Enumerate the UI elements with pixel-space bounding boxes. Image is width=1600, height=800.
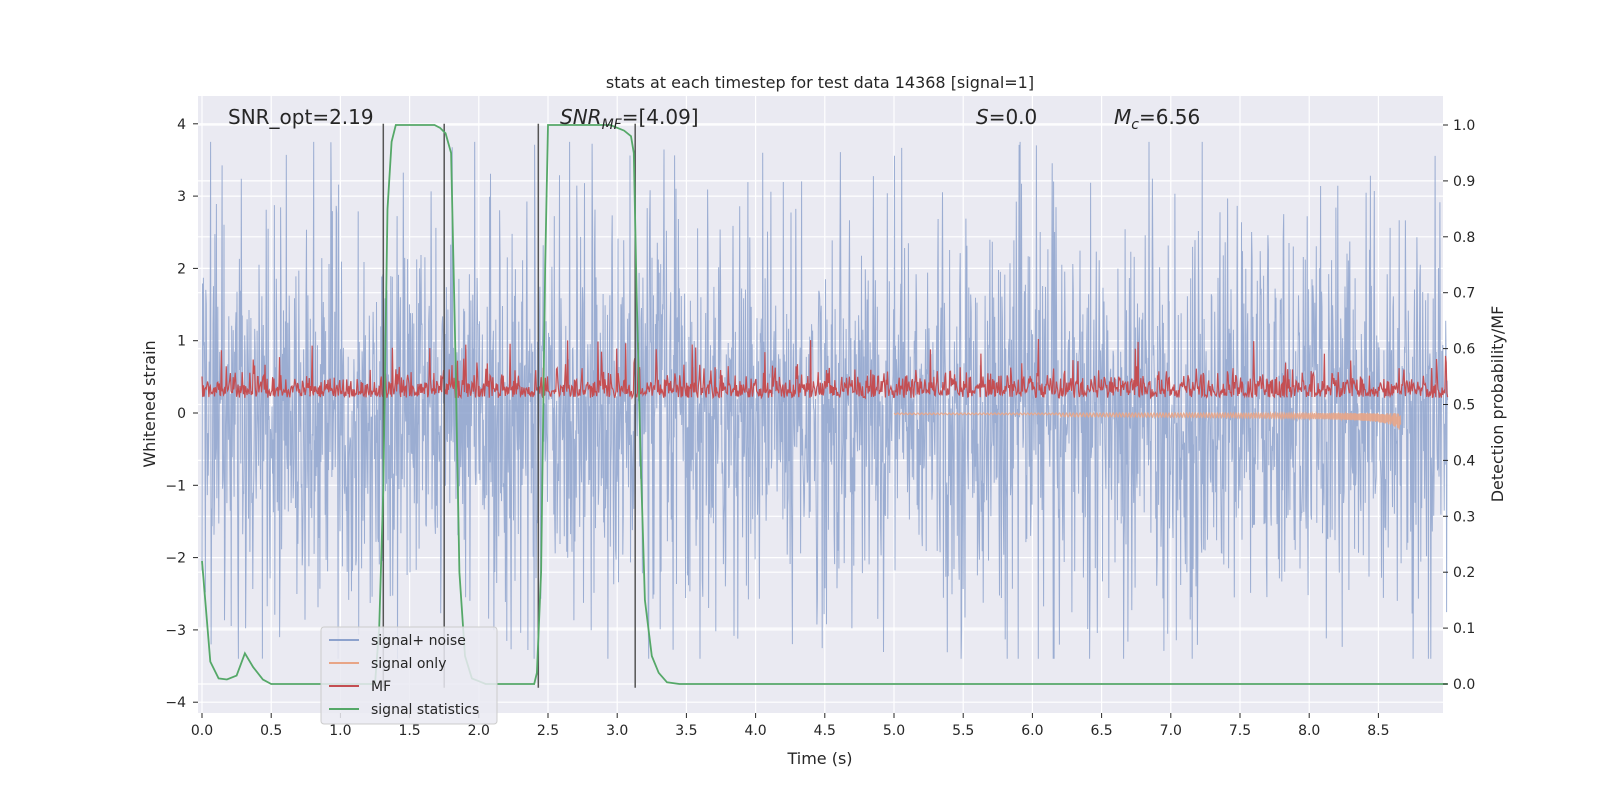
annotation-mc: Mc=6.56 (1114, 105, 1200, 133)
x-tick-label: 5.5 (952, 723, 974, 739)
y-left-tick-labels: 4 3 2 1 0 −1 −2 −3 −4 (165, 117, 198, 711)
x-tick-label: 3.5 (675, 723, 697, 739)
x-tick-label: 1.0 (329, 723, 351, 739)
x-tick-label: 3.0 (606, 723, 628, 739)
annotation-snr-opt: SNR_opt=2.19 (228, 105, 374, 129)
legend-label-signal-only: signal only (371, 656, 446, 672)
legend-box (320, 626, 498, 725)
y-right-tick-labels: 1.0 0.9 0.8 0.7 0.6 0.5 0.4 0.3 0.2 0.1 0.0 (1443, 118, 1475, 693)
legend-label-mf: MF (371, 679, 391, 695)
y-right-tick-label: 0.9 (1453, 174, 1475, 190)
y-left-tick-label: 4 (177, 117, 186, 133)
y-right-tick-label: 0.8 (1453, 230, 1475, 246)
x-tick-label: 8.5 (1367, 723, 1389, 739)
y-right-tick-label: 1.0 (1453, 118, 1475, 134)
y-right-tick-label: 0.6 (1453, 342, 1475, 358)
x-tick-label: 4.5 (814, 723, 836, 739)
x-axis-label: Time (s) (786, 749, 852, 768)
x-tick-label: 1.5 (398, 723, 420, 739)
annotation-snr-mf: SNRMF=[4.09] (560, 105, 699, 133)
legend-label-signal-statistics: signal statistics (371, 702, 479, 718)
y-left-tick-label: −1 (165, 478, 186, 494)
x-tick-label: 7.0 (1160, 723, 1182, 739)
y-right-tick-label: 0.1 (1453, 621, 1475, 637)
x-tick-label: 5.0 (883, 723, 905, 739)
y-right-tick-label: 0.3 (1453, 509, 1475, 525)
y-right-tick-label: 0.4 (1453, 453, 1475, 469)
y-left-tick-label: −3 (165, 623, 186, 639)
data-layer (201, 123, 1449, 688)
x-tick-labels: 0.0 0.5 1.0 1.5 2.0 2.5 3.0 3.5 4.0 4.5 5.0 5.5 6.0 6… (191, 713, 1390, 739)
x-tick-label: 6.0 (1021, 723, 1043, 739)
y-left-tick-label: 3 (177, 189, 186, 205)
y-right-tick-label: 0.7 (1453, 286, 1475, 302)
y-axis-right-label: Detection probability/MF (1488, 306, 1507, 503)
series-signal-noise-line (201, 141, 1449, 659)
x-tick-label: 8.0 (1298, 723, 1320, 739)
series-signal-only-line (893, 410, 1402, 430)
x-tick-label: 4.0 (744, 723, 766, 739)
legend-label-signal-noise: signal+ noise (371, 633, 466, 649)
x-tick-label: 0.5 (260, 723, 282, 739)
y-right-tick-label: 0.5 (1453, 398, 1475, 414)
y-right-tick-label: 0.0 (1453, 677, 1475, 693)
y-left-tick-label: 1 (177, 334, 186, 350)
x-tick-label: 6.5 (1090, 723, 1112, 739)
y-right-tick-label: 0.2 (1453, 565, 1475, 581)
x-tick-label: 0.0 (191, 723, 213, 739)
series-mf-line (201, 338, 1449, 400)
x-tick-label: 2.5 (537, 723, 559, 739)
x-tick-label: 2.0 (468, 723, 490, 739)
legend: signal+ noise signal only MF signal stat… (320, 626, 498, 725)
x-tick-label: 7.5 (1229, 723, 1251, 739)
chart-title: stats at each timestep for test data 143… (606, 73, 1034, 92)
y-axis-left-label: Whitened strain (140, 340, 159, 467)
y-left-tick-label: 0 (177, 406, 186, 422)
y-left-tick-label: −4 (165, 695, 186, 711)
series-signal-statistics-line (201, 124, 1448, 685)
annotation-s: S=0.0 (976, 105, 1037, 129)
y-left-tick-label: −2 (165, 551, 186, 567)
y-left-tick-label: 2 (177, 261, 186, 277)
